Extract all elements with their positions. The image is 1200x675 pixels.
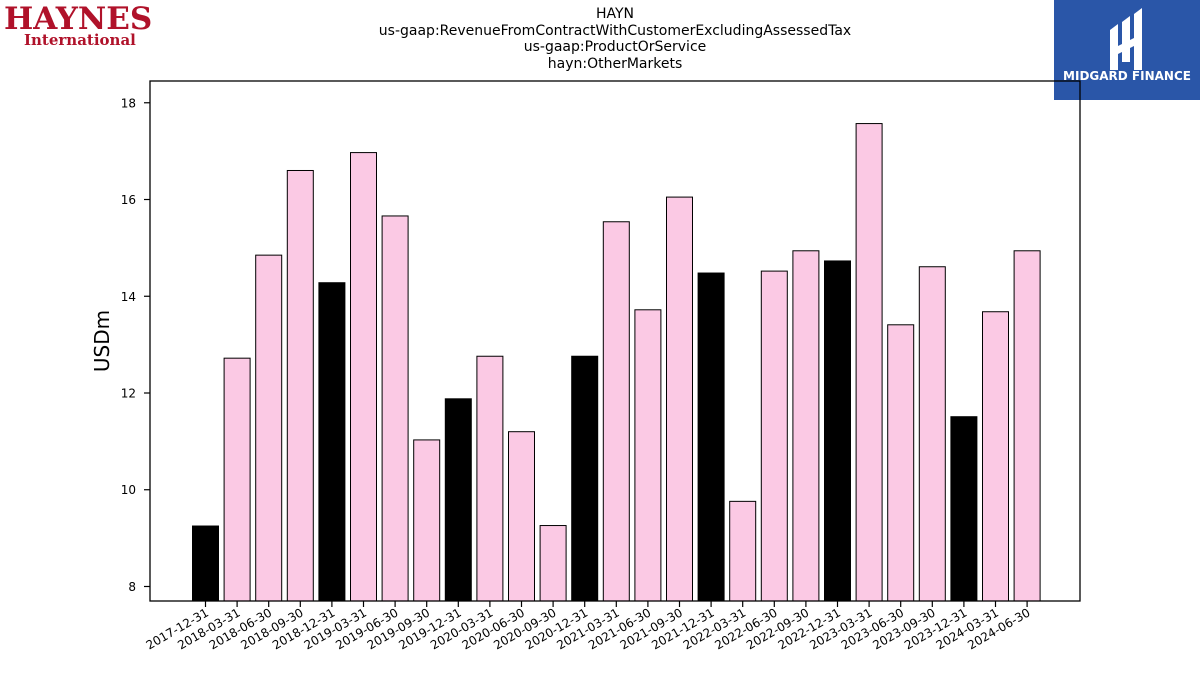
bar-2023-12-31: [950, 416, 978, 602]
bar-2021-09-30: [666, 196, 693, 602]
haynes-logo-subtitle: International: [24, 31, 136, 49]
y-tick-label: 14: [121, 290, 136, 304]
bar-2021-06-30: [634, 309, 662, 602]
bar-2023-06-30: [887, 324, 915, 602]
bar-2019-03-31: [350, 152, 377, 602]
bar-2022-12-31: [824, 260, 851, 602]
y-tick-label: 8: [128, 580, 136, 594]
bar-2023-03-31: [855, 123, 883, 602]
midgard-mark-icon: [1110, 8, 1142, 70]
title-line-3: us-gaap:ProductOrService: [523, 39, 707, 55]
midgard-finance-logo: MIDGARD FINANCE: [1054, 0, 1200, 100]
midgard-logo-text: MIDGARD FINANCE: [1063, 69, 1191, 83]
bar-2022-06-30: [760, 270, 788, 602]
x-axis: 2017-12-312018-03-312018-06-302018-09-30…: [144, 601, 1033, 652]
bars-group: [192, 123, 1041, 602]
y-tick-label: 10: [121, 483, 136, 497]
haynes-logo-name: HAYNES: [4, 1, 153, 37]
bar-2020-03-31: [476, 355, 504, 602]
title-line-2: us-gaap:RevenueFromContractWithCustomerE…: [378, 22, 852, 39]
bar-2021-03-31: [602, 221, 630, 602]
haynes-logo: HAYNES International: [4, 2, 164, 50]
bar-2020-09-30: [539, 525, 567, 602]
bar-2024-06-30: [1013, 250, 1041, 602]
bar-2019-06-30: [381, 215, 409, 602]
bar-2021-12-31: [697, 272, 725, 602]
bar-2018-06-30: [255, 254, 283, 602]
y-axis: 8 10 12 14 16 18: [121, 96, 150, 594]
bar-2019-09-30: [413, 439, 441, 602]
title-line-1: HAYN: [595, 6, 635, 22]
bar-2022-03-31: [729, 500, 757, 602]
bar-2018-09-30: [286, 169, 314, 602]
bar-2020-12-31: [571, 355, 599, 602]
bar-2020-06-30: [508, 431, 535, 602]
title-line-4: hayn:OtherMarkets: [547, 55, 683, 72]
bar-2022-09-30: [792, 250, 820, 602]
y-tick-label: 12: [121, 387, 136, 401]
bar-2018-12-31: [318, 282, 346, 602]
y-axis-label: USDm: [90, 310, 114, 372]
bar-2019-12-31: [444, 398, 472, 602]
chart-title: HAYN us-gaap:RevenueFromContractWithCust…: [0, 6, 1200, 72]
y-tick-label: 18: [121, 96, 136, 110]
plot-frame: [149, 80, 1081, 602]
y-tick-label: 16: [121, 193, 136, 207]
bar-2018-03-31: [223, 357, 251, 602]
bar-2017-12-31: [192, 525, 219, 602]
bar-2024-03-31: [982, 311, 1009, 602]
bar-2023-09-30: [918, 266, 946, 602]
